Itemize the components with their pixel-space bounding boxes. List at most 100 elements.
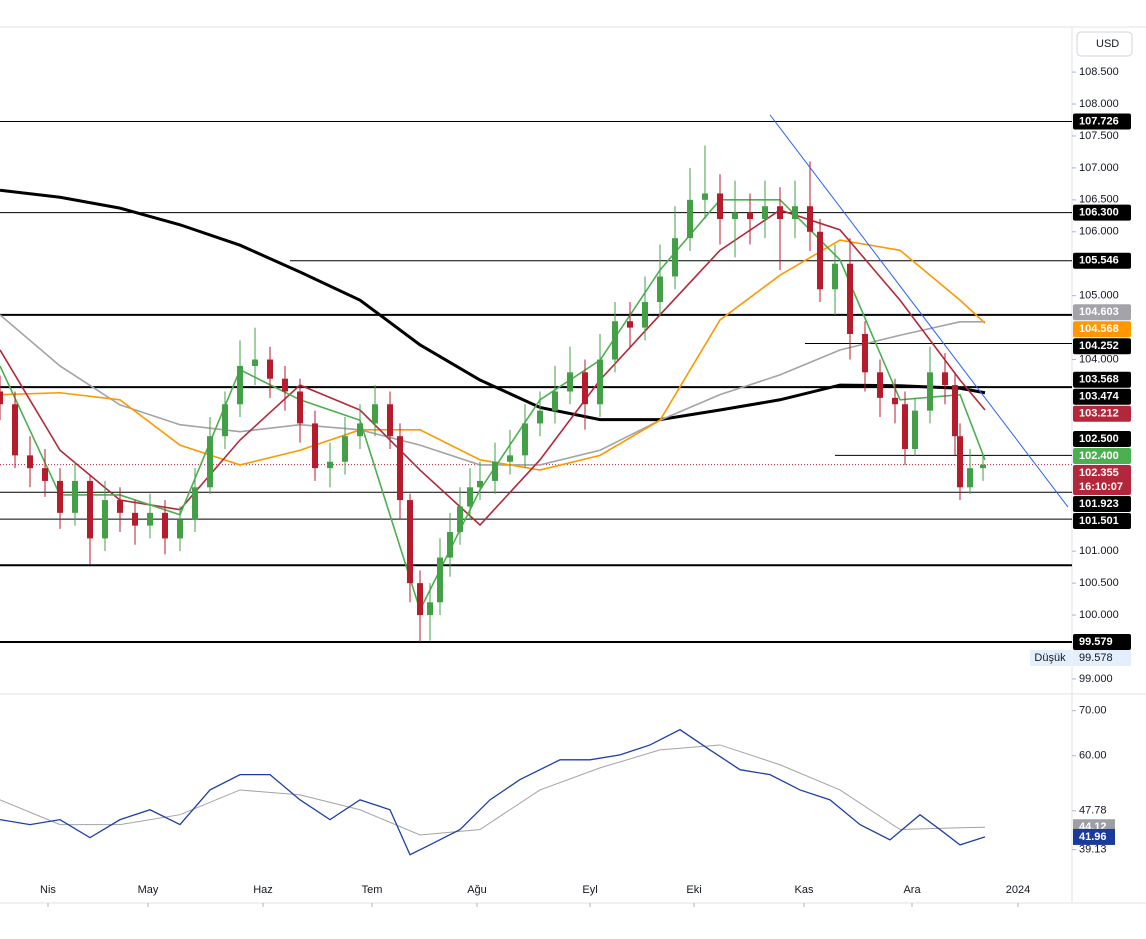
candle-body — [357, 423, 363, 437]
candle-body — [807, 206, 813, 232]
price-tag — [1073, 405, 1131, 422]
price-tag — [1073, 633, 1131, 650]
candle-body — [832, 263, 838, 290]
x-tick-label: Nis — [40, 884, 56, 896]
candle-body — [0, 391, 3, 405]
price-tag — [1073, 448, 1131, 465]
rsi-y-tick-label: 60.00 — [1079, 750, 1107, 762]
candle-body — [72, 480, 78, 513]
candle-body — [762, 206, 768, 220]
candle-body — [427, 602, 433, 616]
candle-body — [877, 372, 883, 398]
price-tag — [1073, 204, 1131, 221]
price-tag — [1073, 252, 1131, 269]
candle-body — [397, 436, 403, 501]
y-tick-label: 100.000 — [1079, 609, 1119, 621]
moving-average — [0, 188, 986, 422]
y-tick-label: 107.000 — [1079, 162, 1119, 174]
candle-body — [672, 238, 678, 277]
candle-body — [237, 365, 243, 405]
price-tag — [1073, 113, 1131, 130]
price-tag — [1073, 431, 1131, 448]
candle-body — [222, 404, 228, 437]
y-tick-label: 108.000 — [1079, 98, 1119, 110]
candle-body — [342, 436, 348, 462]
y-tick-label: 106.000 — [1079, 226, 1119, 238]
price-tag — [1073, 338, 1131, 355]
x-tick-label: Ağu — [467, 884, 487, 896]
moving-average — [0, 314, 985, 466]
candle-body — [447, 532, 453, 558]
rsi-line — [0, 728, 986, 856]
price-tag-label: 103.212 — [1079, 408, 1119, 420]
candle-body — [42, 468, 48, 481]
price-tag — [1073, 304, 1131, 321]
low-label: Düşük — [1034, 652, 1066, 664]
x-tick-label: Eyl — [582, 884, 597, 896]
trendline — [769, 114, 1069, 508]
candle-body — [952, 385, 958, 437]
rsi-y-tick-label: 47.78 — [1079, 805, 1107, 817]
candle-body — [967, 468, 973, 488]
x-tick-label: Ara — [903, 884, 921, 896]
candle-body — [702, 193, 708, 200]
rsi-y-tick-label: 39.13 — [1079, 844, 1107, 856]
candle-body — [957, 436, 963, 488]
candle-body — [467, 487, 473, 507]
candle-body — [927, 372, 933, 411]
x-tick-label: Eki — [686, 884, 701, 896]
candle-body — [117, 500, 123, 513]
candle-body — [192, 487, 198, 520]
candle-body — [267, 359, 273, 379]
y-tick-label: 100.500 — [1079, 577, 1119, 589]
price-tag-label: 104.603 — [1079, 306, 1119, 318]
x-tick-label: 2024 — [1006, 884, 1030, 896]
candle-body — [437, 557, 443, 603]
price-tag-label: 99.579 — [1079, 636, 1113, 648]
candle-body — [642, 302, 648, 328]
candle-body — [902, 404, 908, 449]
candle-body — [252, 359, 258, 366]
price-tag-label: 106.300 — [1079, 207, 1119, 219]
candle-body — [297, 391, 303, 424]
candle-body — [12, 404, 18, 456]
candle-body — [507, 455, 513, 462]
candle-body — [862, 333, 868, 373]
price-tag — [1073, 321, 1131, 338]
price-tag — [1073, 513, 1131, 530]
candle-body — [57, 480, 63, 513]
candle-body — [942, 372, 948, 386]
candle-body — [582, 372, 588, 405]
currency[interactable]: USD — [1096, 38, 1119, 50]
candle-body — [282, 378, 288, 392]
y-tick-label: 106.500 — [1079, 194, 1119, 206]
candle-body — [980, 464, 986, 469]
y-tick-label: 101.000 — [1079, 545, 1119, 557]
low-badge — [1030, 650, 1071, 667]
x-tick-label: Haz — [253, 884, 273, 896]
price-tag-label: 102.355 — [1079, 467, 1119, 479]
candle-body — [717, 193, 723, 220]
candle-body — [777, 206, 783, 220]
candle-body — [417, 583, 423, 616]
candle-body — [147, 512, 153, 526]
price-tag-label: 102.500 — [1079, 433, 1119, 445]
candle-body — [552, 391, 558, 411]
price-tag-label: 104.252 — [1079, 340, 1119, 352]
y-tick-label: 99.000 — [1079, 673, 1113, 685]
price-tag — [1073, 496, 1131, 513]
y-tick-label: 107.500 — [1079, 130, 1119, 142]
price-tag-label: 107.726 — [1079, 115, 1119, 127]
candle-body — [597, 359, 603, 405]
candle-body — [132, 512, 138, 526]
price-tag — [1073, 371, 1131, 388]
candle-body — [407, 500, 413, 584]
price-tag-label: 103.568 — [1079, 374, 1119, 386]
candle-body — [612, 321, 618, 360]
candle-body — [492, 461, 498, 481]
rsi-y-tick-label: 70.00 — [1079, 705, 1107, 717]
y-tick-label: 108.500 — [1079, 66, 1119, 78]
currency-button[interactable] — [1076, 31, 1133, 57]
low-value: 99.578 — [1079, 652, 1113, 664]
